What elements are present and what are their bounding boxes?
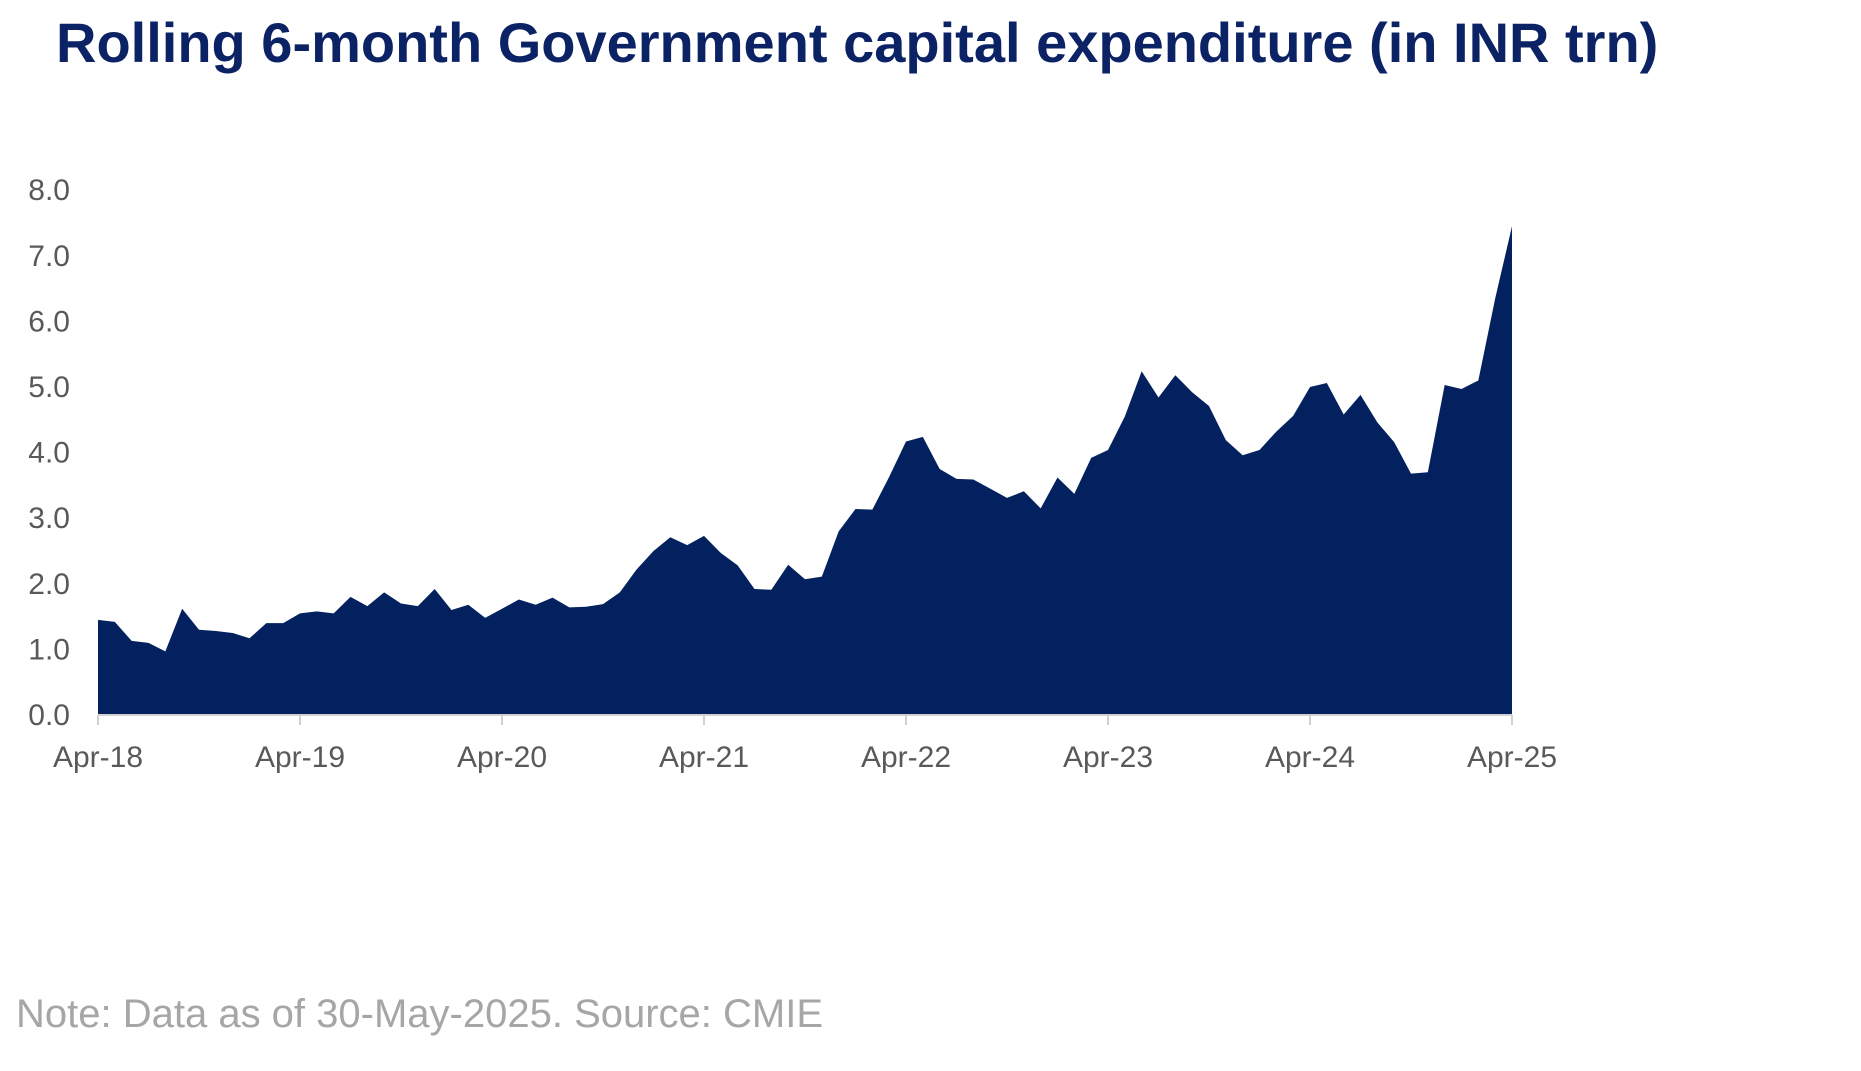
x-tick-label: Apr-21	[659, 741, 749, 774]
y-tick-label: 6.0	[28, 305, 70, 338]
x-tick-label: Apr-19	[255, 741, 345, 774]
y-tick-label: 7.0	[28, 240, 70, 273]
capex-area-series	[98, 226, 1512, 715]
x-tick-label: Apr-20	[457, 741, 547, 774]
area-chart: 0.0 1.0 2.0 3.0 4.0 5.0 6.0 7.0 8.0 Apr-18 Apr-19…	[28, 174, 1557, 774]
y-tick-label: 2.0	[28, 568, 70, 601]
x-tick-label: Apr-18	[53, 741, 143, 774]
y-tick-label: 5.0	[28, 371, 70, 404]
y-tick-label: 8.0	[28, 174, 70, 207]
y-tick-label: 4.0	[28, 437, 70, 470]
chart-title: Rolling 6-month Government capital expen…	[56, 11, 1659, 74]
x-axis-ticks: Apr-18 Apr-19 Apr-20 Apr-21 Apr-22 Apr-23 Apr-…	[53, 715, 1557, 774]
y-tick-label: 3.0	[28, 502, 70, 535]
y-tick-label: 1.0	[28, 633, 70, 666]
x-tick-label: Apr-25	[1467, 741, 1557, 774]
y-tick-label: 0.0	[28, 699, 70, 732]
y-axis-ticks: 0.0 1.0 2.0 3.0 4.0 5.0 6.0 7.0 8.0	[28, 174, 70, 732]
x-tick-label: Apr-22	[861, 741, 951, 774]
x-tick-label: Apr-23	[1063, 741, 1153, 774]
source-note: Note: Data as of 30-May-2025. Source: CM…	[16, 992, 824, 1036]
x-tick-label: Apr-24	[1265, 741, 1355, 774]
